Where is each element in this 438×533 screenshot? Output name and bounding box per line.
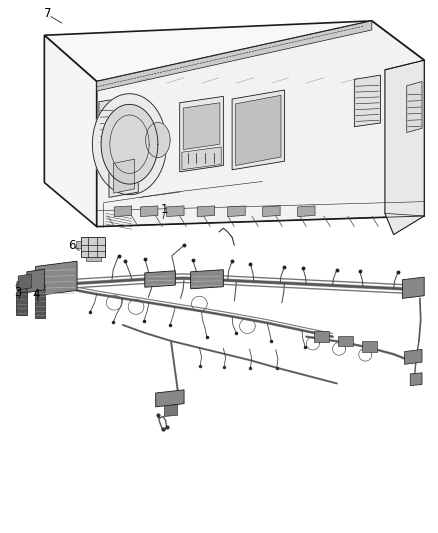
Polygon shape (81, 237, 106, 257)
Polygon shape (155, 390, 184, 407)
Polygon shape (297, 206, 315, 216)
Polygon shape (92, 94, 166, 195)
Polygon shape (403, 277, 424, 298)
Polygon shape (99, 96, 134, 151)
Polygon shape (407, 82, 422, 133)
Polygon shape (44, 21, 424, 82)
Polygon shape (35, 294, 45, 318)
Polygon shape (166, 206, 184, 216)
Polygon shape (18, 274, 31, 290)
Polygon shape (405, 350, 422, 365)
Polygon shape (44, 35, 97, 227)
Polygon shape (109, 155, 138, 197)
Text: 3: 3 (14, 286, 22, 298)
Polygon shape (76, 241, 81, 248)
Polygon shape (236, 95, 281, 165)
Polygon shape (34, 284, 46, 294)
Text: 1: 1 (161, 203, 168, 215)
Polygon shape (101, 104, 158, 184)
Text: 6: 6 (68, 239, 75, 252)
Polygon shape (183, 103, 220, 150)
Polygon shape (228, 206, 245, 216)
Polygon shape (145, 271, 175, 287)
Polygon shape (114, 206, 132, 216)
Polygon shape (86, 257, 101, 261)
Polygon shape (191, 270, 223, 289)
Polygon shape (113, 159, 135, 193)
Polygon shape (16, 281, 27, 292)
Polygon shape (362, 341, 378, 352)
Polygon shape (197, 206, 215, 216)
Polygon shape (410, 373, 422, 385)
Polygon shape (141, 206, 158, 216)
Polygon shape (180, 96, 223, 172)
Polygon shape (263, 206, 280, 216)
Polygon shape (97, 21, 424, 227)
Polygon shape (232, 90, 285, 169)
Polygon shape (338, 336, 353, 346)
Polygon shape (35, 261, 77, 296)
Text: 4: 4 (33, 288, 40, 301)
Polygon shape (16, 292, 27, 316)
Polygon shape (146, 123, 170, 158)
Polygon shape (354, 75, 381, 127)
Polygon shape (97, 21, 372, 91)
Polygon shape (164, 405, 177, 416)
Polygon shape (385, 60, 424, 235)
Polygon shape (314, 332, 329, 342)
Polygon shape (27, 269, 44, 293)
Text: 7: 7 (44, 7, 52, 20)
Polygon shape (182, 147, 221, 169)
